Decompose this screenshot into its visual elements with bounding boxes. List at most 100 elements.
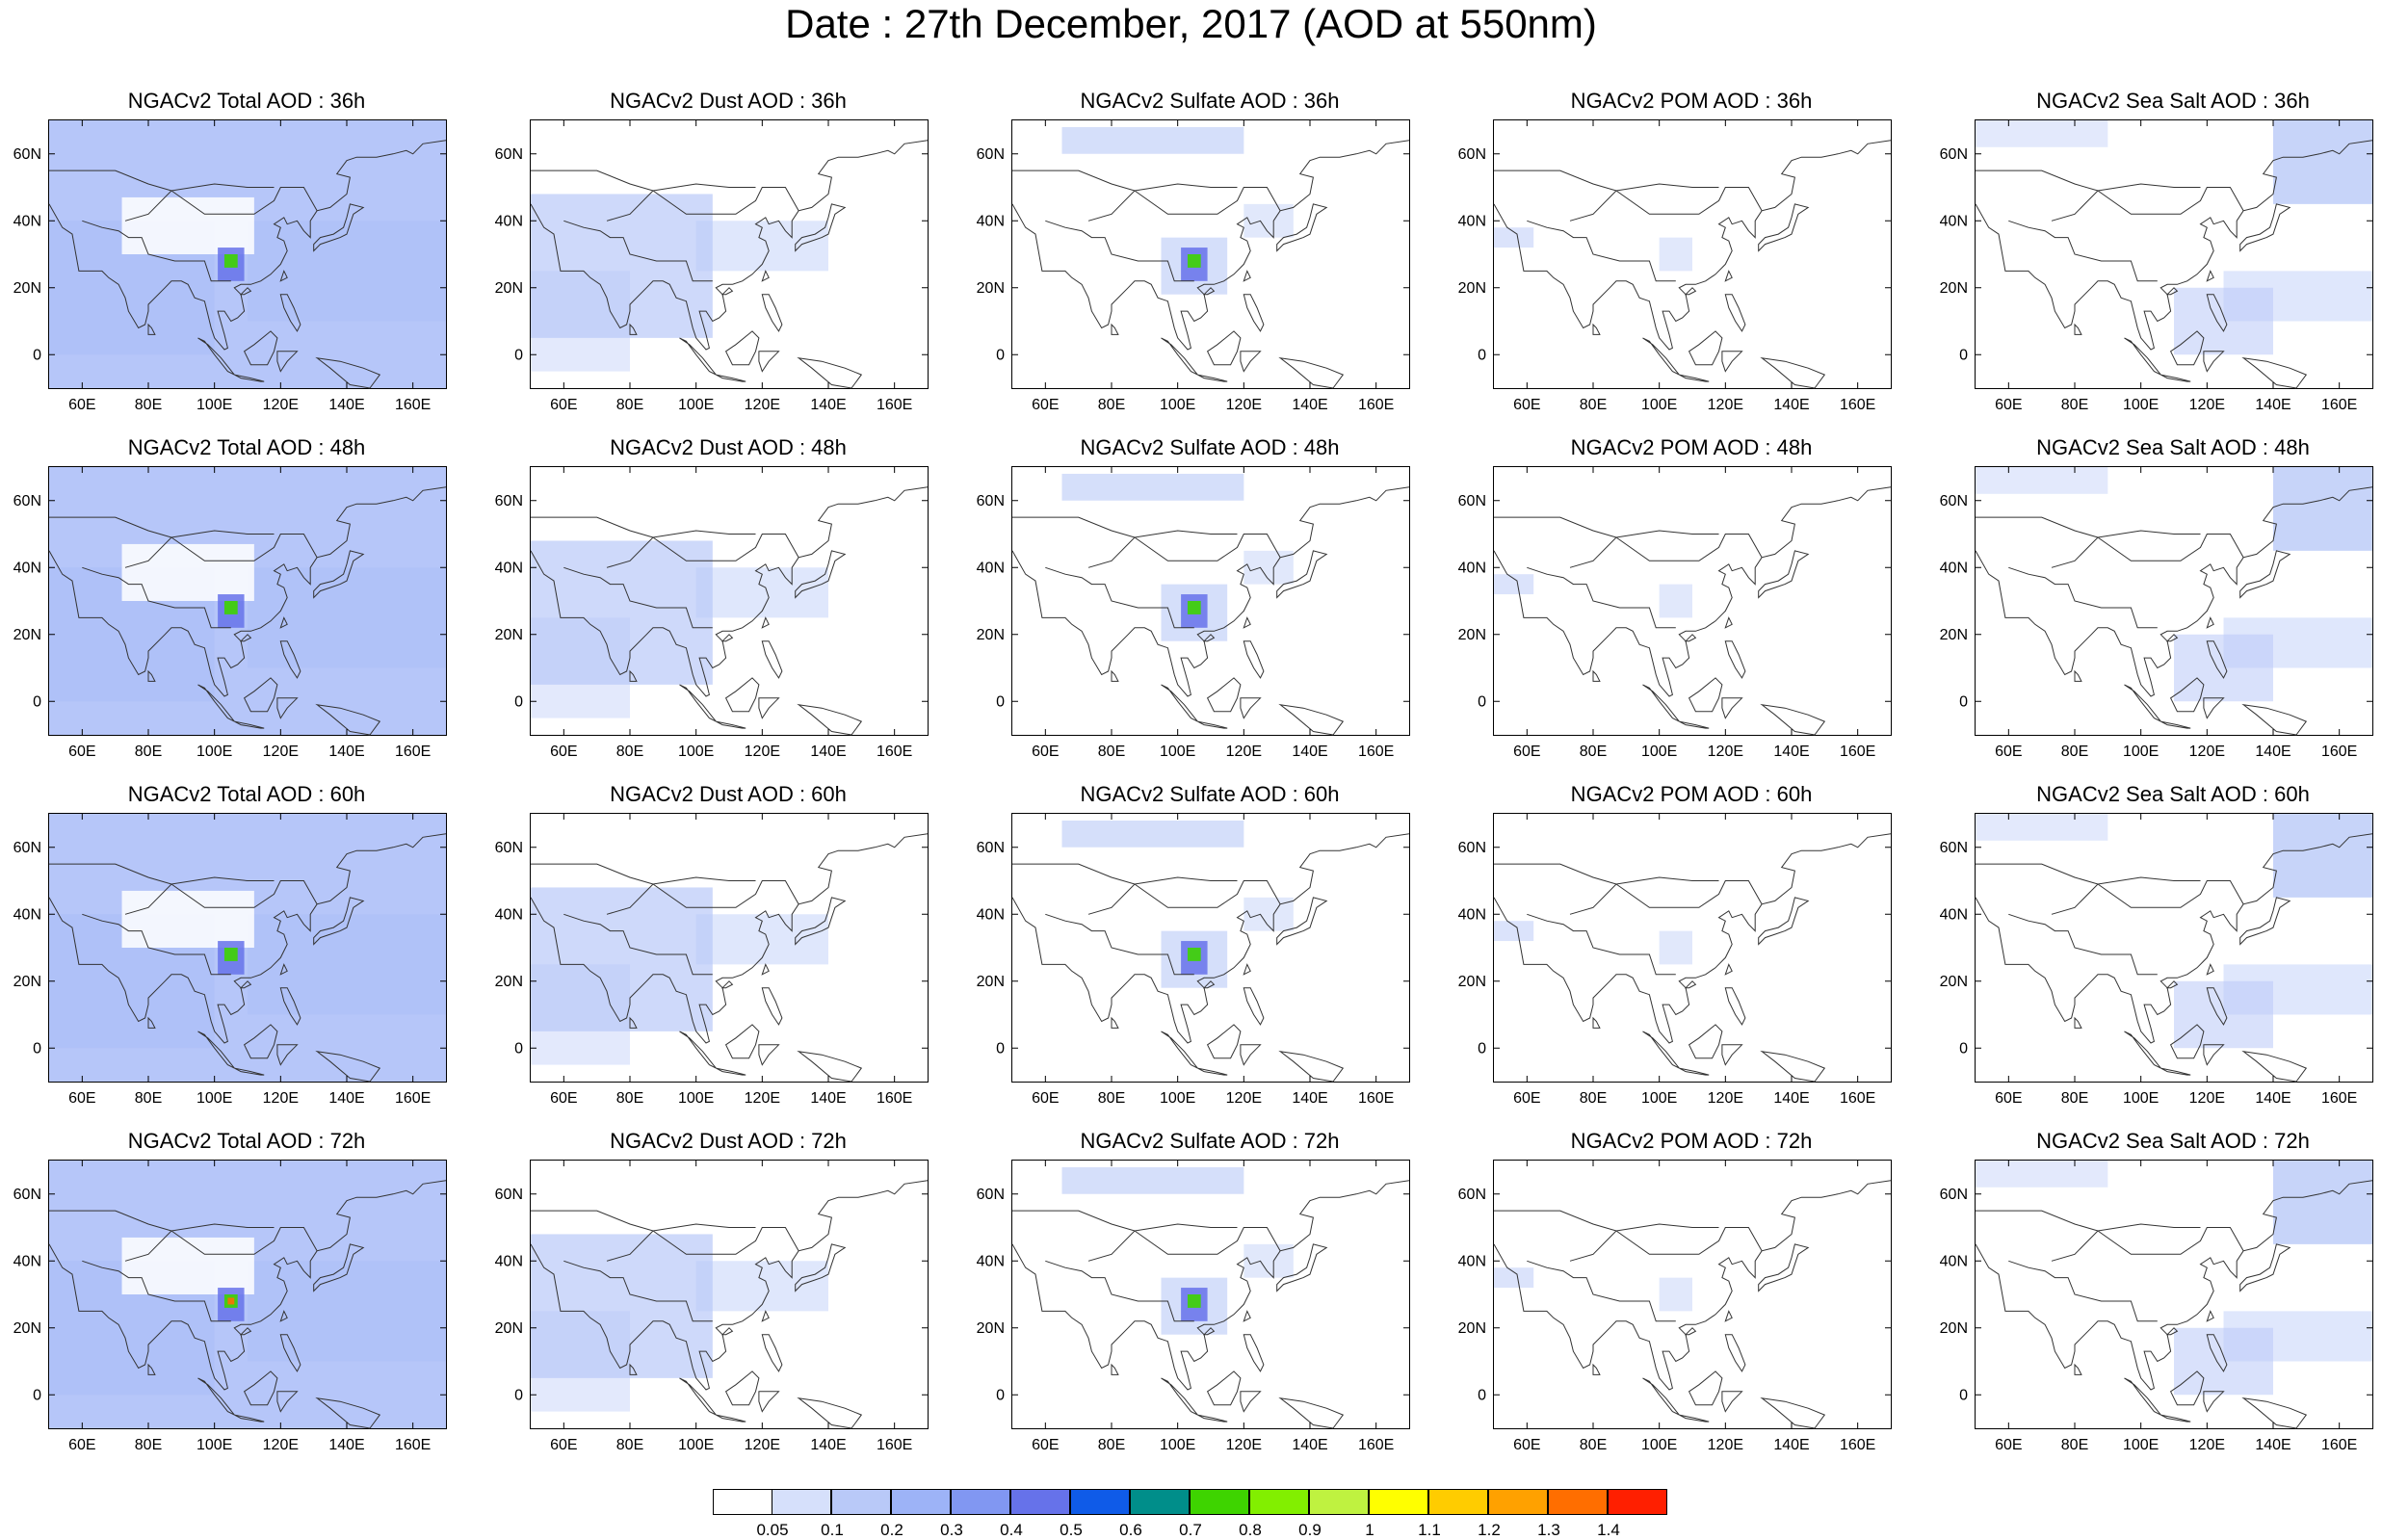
aod-field-patch [248, 221, 446, 322]
colorbar-swatch [713, 1489, 772, 1515]
x-tick-label: 80E [135, 744, 162, 760]
aod-field-patch [1061, 1166, 1244, 1194]
island-outline [1679, 1067, 1710, 1076]
colorbar-swatch [1249, 1489, 1309, 1515]
coastline [2051, 880, 2244, 915]
island-outline [1688, 330, 1723, 366]
island-outline [761, 616, 770, 629]
y-tick-label: 20N [13, 1320, 41, 1337]
coastline [1569, 1227, 1763, 1262]
island-outline [234, 1067, 265, 1076]
aod-map: 60E 80E 100E 120E 140E 160E 60N 40N 20N 0 [1940, 1160, 2373, 1453]
island-outline [1243, 963, 1251, 976]
colorbar-label: 0.1 [821, 1521, 844, 1539]
island-outline [147, 1016, 156, 1029]
aod-field-patch [121, 1237, 254, 1294]
island-outline [629, 323, 638, 335]
island-outline [2160, 1067, 2191, 1076]
island-outline [147, 1363, 156, 1375]
island-outline [2165, 634, 2179, 642]
island-outline [795, 203, 847, 252]
coastline [2051, 534, 2244, 568]
island-outline [761, 1310, 770, 1322]
island-outline [1206, 330, 1242, 366]
coastline [1569, 187, 1763, 222]
coastline [124, 880, 318, 915]
aod-field-patch [121, 196, 254, 254]
map-canvas: 60E 80E 100E 120E 140E 160E 60N 40N 20N 0 [1458, 1161, 1892, 1453]
map-canvas: 60E 80E 100E 120E 140E 160E 60N 40N 20N 0 [13, 1161, 447, 1453]
x-tick-label: 80E [1098, 1090, 1125, 1107]
coastline [1975, 140, 2373, 351]
aod-field-patch [1494, 921, 1534, 942]
aod-field-patch [531, 887, 713, 1031]
island-outline [279, 963, 288, 976]
coastline [1012, 1210, 1238, 1232]
island-outline [1240, 351, 1262, 373]
aod-field-patch [1659, 1277, 1692, 1312]
map-canvas: 60E 80E 100E 120E 140E 160E 60N 40N 20N 0 [977, 1161, 1410, 1453]
island-outline [1243, 616, 1251, 629]
x-tick-label: 60E [1032, 1090, 1059, 1107]
island-outline [1276, 897, 1328, 946]
island-outline [243, 1024, 278, 1059]
x-tick-label: 120E [745, 1090, 780, 1107]
panel-title: NGACv2 POM AOD : 48h [1570, 435, 1813, 459]
x-tick-label: 160E [877, 744, 912, 760]
x-tick-label: 160E [395, 1090, 431, 1107]
y-tick-label: 20N [977, 627, 1005, 643]
x-tick-label: 60E [1995, 744, 2022, 760]
coastline [1045, 1260, 1194, 1322]
aod-field-patch [1494, 574, 1534, 595]
island-outline [716, 1414, 746, 1423]
aod-map: 60E 80E 100E 120E 140E 160E 60N 40N 20N 0 [1458, 1160, 1892, 1453]
island-outline [1243, 270, 1251, 282]
y-tick-label: 20N [977, 280, 1005, 297]
x-tick-label: 140E [1773, 1437, 1809, 1453]
x-tick-label: 100E [196, 1090, 232, 1107]
aod-field-patch [1061, 473, 1244, 501]
coastline [48, 140, 447, 351]
aod-map: 60E 80E 100E 120E 140E 160E 60N 40N 20N 0 [1458, 119, 1892, 413]
island-outline [1161, 1031, 1198, 1069]
island-outline [720, 287, 734, 296]
island-outline [239, 980, 252, 989]
colorbar-swatch [1488, 1489, 1548, 1515]
island-outline [2160, 374, 2191, 382]
aod-field-patch [2174, 634, 2273, 702]
panel-title: NGACv2 Sulfate AOD : 72h [1080, 1129, 1340, 1153]
coastline [1975, 486, 2373, 697]
island-outline [1688, 1024, 1723, 1059]
island-outline [279, 1334, 301, 1372]
coastline [2051, 187, 2244, 222]
island-outline [1760, 703, 1826, 736]
island-outline [758, 697, 780, 719]
aod-map: 60E 80E 100E 120E 140E 160E 60N 40N 20N 0 [1940, 813, 2373, 1107]
x-tick-label: 100E [678, 744, 714, 760]
island-outline [1206, 677, 1242, 713]
island-outline [1679, 720, 1710, 729]
y-tick-label: 0 [996, 1040, 1005, 1057]
island-outline [276, 1391, 299, 1413]
coastline [1494, 1210, 1719, 1232]
x-tick-label: 160E [395, 744, 431, 760]
island-outline [1758, 897, 1810, 946]
y-tick-label: 60N [1940, 840, 1968, 856]
island-outline [276, 697, 299, 719]
aod-map: 60E 80E 100E 120E 140E 160E 60N 40N 20N 0 [977, 1160, 1410, 1453]
x-tick-label: 160E [1358, 744, 1394, 760]
aod-field-patch [1061, 820, 1244, 848]
panel-title: NGACv2 Sulfate AOD : 60h [1080, 782, 1340, 806]
coastline [606, 880, 799, 915]
coastline [1012, 863, 1238, 885]
aod-field-patch [1061, 126, 1244, 154]
x-tick-label: 100E [2123, 1437, 2159, 1453]
y-tick-label: 40N [13, 906, 41, 923]
coastline [124, 187, 318, 222]
x-tick-label: 80E [616, 744, 643, 760]
island-outline [2239, 203, 2291, 252]
aod-field-patch [1187, 254, 1201, 268]
island-outline [2165, 980, 2179, 989]
y-tick-label: 40N [977, 213, 1005, 229]
colorbar-swatch [1428, 1489, 1488, 1515]
